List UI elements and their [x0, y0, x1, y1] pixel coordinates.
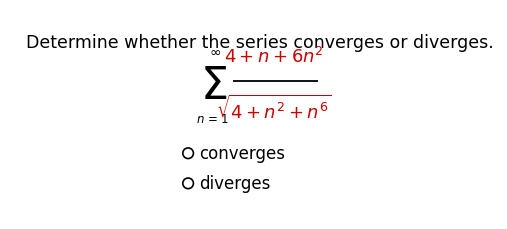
Text: $n$ = 1: $n$ = 1 [196, 113, 230, 126]
Text: converges: converges [199, 144, 285, 163]
Text: Determine whether the series converges or diverges.: Determine whether the series converges o… [26, 34, 494, 52]
Text: $4 + n + 6n^2$: $4 + n + 6n^2$ [224, 46, 324, 67]
Text: diverges: diverges [199, 174, 270, 193]
Text: $\infty$: $\infty$ [209, 44, 221, 58]
Text: $\sqrt{4 + n^2 + n^6}$: $\sqrt{4 + n^2 + n^6}$ [216, 94, 332, 122]
Text: $\Sigma$: $\Sigma$ [200, 64, 228, 107]
